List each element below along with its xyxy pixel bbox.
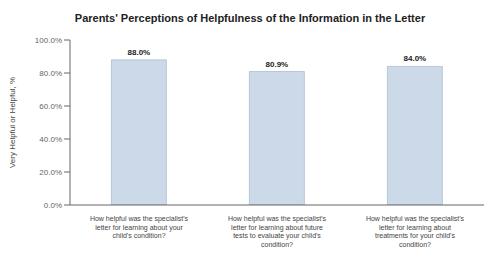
svg-text:40.0%: 40.0% [39,135,62,144]
svg-text:Very Helpful or Helpful, %: Very Helpful or Helpful, % [8,77,17,168]
svg-text:How helpful was the specialist: How helpful was the specialist'sletter f… [366,215,465,248]
svg-text:80.0%: 80.0% [39,69,62,78]
svg-text:20.0%: 20.0% [39,168,62,177]
svg-text:100.0%: 100.0% [35,36,62,45]
html-text:Parents' Perceptions of Helpfu: Parents' Perceptions of Helpfulness of t… [74,12,426,24]
svg-text:60.0%: 60.0% [39,102,62,111]
svg-text:88.0%: 88.0% [128,48,151,57]
svg-text:84.0%: 84.0% [404,54,427,63]
svg-text:How helpful was the specialist: How helpful was the specialist'sletter f… [90,215,189,239]
svg-text:80.9%: 80.9% [266,60,289,69]
svg-text:How helpful was the specialist: How helpful was the specialist'sletter f… [228,215,327,248]
svg-text:0.0%: 0.0% [44,201,62,210]
